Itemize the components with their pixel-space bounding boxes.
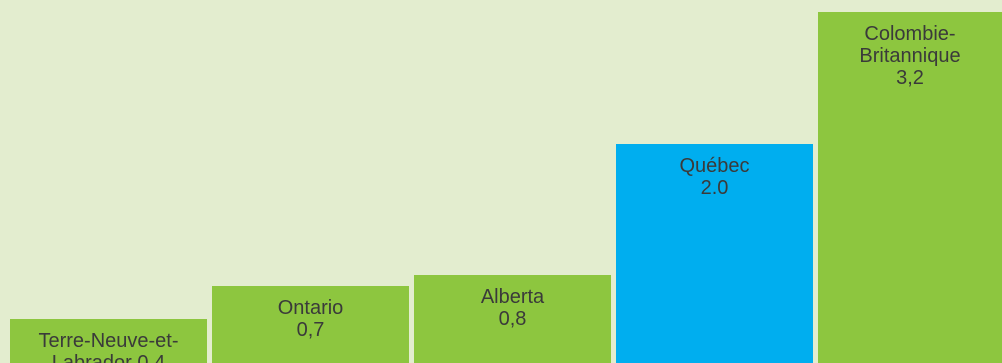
bar-label-2: Alberta 0,8 xyxy=(480,286,545,331)
bar-3: Québec 2.0 xyxy=(616,143,813,363)
bar-label-0: Terre-Neuve-et- Labrador 0,4 xyxy=(38,330,179,363)
bar-0: Terre-Neuve-et- Labrador 0,4 xyxy=(10,319,207,363)
bar-label-3: Québec 2.0 xyxy=(679,154,750,199)
bar-2: Alberta 0,8 xyxy=(414,275,611,363)
bar-1: Ontario 0,7 xyxy=(212,286,409,363)
bar-label-1: Ontario 0,7 xyxy=(277,297,344,342)
bar-4: Colombie- Britannique 3,2 xyxy=(818,12,1002,363)
bar-label-4: Colombie- Britannique 3,2 xyxy=(859,23,961,89)
